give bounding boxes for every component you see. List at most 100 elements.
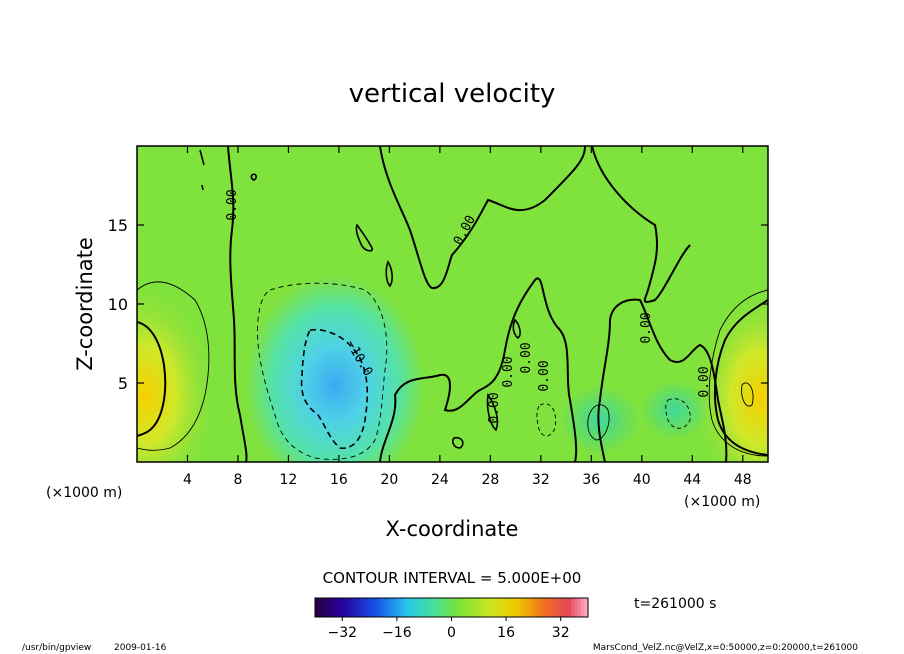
colorbar-swatch [359, 598, 364, 617]
colorbar-swatch [540, 598, 545, 617]
zero-contour-lower [379, 277, 578, 462]
x-axis-label: X-coordinate [386, 517, 519, 541]
colorbar-swatch [560, 598, 565, 617]
contour-label: 0.00 [501, 356, 516, 387]
contour-label: 0.00 [487, 392, 502, 423]
colorbar-swatch [564, 598, 568, 617]
colorbar-swatch [403, 598, 408, 617]
colorbar-tick-label: 16 [497, 625, 515, 641]
zero-contour-mid [379, 146, 586, 290]
zero-contour-right-edge [713, 299, 768, 456]
y-tick-label: 5 [118, 374, 128, 393]
zero-contour-upper-right [591, 146, 691, 303]
zero-contour-left [227, 146, 248, 462]
updraft-left-region [137, 285, 215, 462]
colorbar-swatch [332, 598, 336, 617]
zero-contour-left-edge [137, 321, 167, 437]
colorbar-ticks: −32 −16 0 16 32 [328, 617, 570, 641]
colorbar-swatch [407, 598, 411, 617]
contour-label: 0.00 [225, 189, 240, 220]
colorbar-swatch [349, 598, 353, 617]
x-axis-unit-right: (×1000 m) [684, 494, 760, 510]
weak-downdraft-region-2 [640, 380, 710, 440]
x-tick-label: 4 [183, 472, 192, 488]
colorbar-swatch [369, 598, 374, 617]
colorbar-swatch [458, 598, 463, 617]
x-axis-ticks: 4 8 12 16 20 24 28 32 36 40 44 48 [183, 146, 752, 488]
colorbar-swatch [444, 598, 449, 617]
x-tick-label: 16 [330, 472, 348, 488]
downdraft-region [245, 275, 425, 462]
colorbar-swatch [393, 598, 398, 617]
positive-contour-blob-1 [587, 404, 610, 441]
colorbar-swatch [325, 598, 330, 617]
colorbar-swatch [516, 598, 521, 617]
x-axis-unit-left: (×1000 m) [46, 485, 122, 501]
colorbar-swatch [437, 598, 442, 617]
colorbar-swatch [434, 598, 439, 617]
colorbar-swatch [485, 598, 490, 617]
colorbar-swatch [366, 598, 370, 617]
heatmap-field [137, 146, 768, 462]
colorbar-swatch [417, 598, 422, 617]
colorbar-swatch [383, 598, 388, 617]
x-tick-label: 28 [481, 472, 499, 488]
colorbar-swatch [581, 598, 585, 617]
colorbar-swatch [492, 598, 497, 617]
contour-interval-text: CONTOUR INTERVAL = 5.000E+00 [323, 569, 582, 587]
colorbar-swatch [519, 598, 524, 617]
colorbar-swatch [506, 598, 510, 617]
contour-label: 0.00 [697, 366, 712, 397]
colorbar-swatch [502, 598, 507, 617]
zero-contour-small-2 [385, 260, 393, 288]
x-tick-label: 8 [233, 472, 242, 488]
colorbar-swatch [499, 598, 504, 617]
colorbar-tick-label: 32 [552, 625, 570, 641]
colorbar-swatch [577, 598, 582, 617]
x-tick-label: 36 [582, 472, 600, 488]
colorbar-swatch [570, 598, 575, 617]
contour-label: 0.00 [537, 360, 552, 391]
colorbar-swatch [475, 598, 480, 617]
colorbar-swatch [345, 598, 350, 617]
colorbar-swatch [321, 598, 326, 617]
chart-title: vertical velocity [349, 79, 556, 109]
colorbar-swatch [373, 598, 377, 617]
zero-contour-small-1 [355, 223, 374, 252]
contour-label: 0.00 [519, 342, 534, 373]
colorbar-swatch [523, 598, 527, 617]
colorbar-swatch [376, 598, 381, 617]
contour-label: 0.00 [639, 312, 654, 343]
colorbar-tick-label: −32 [328, 625, 358, 641]
colorbar-swatch [536, 598, 541, 617]
colorbar-swatch [342, 598, 347, 617]
time-text: t=261000 s [634, 596, 716, 612]
zero-contour-small-3 [512, 318, 521, 340]
colorbar-tick-label: −16 [382, 625, 412, 641]
zero-contour-right [597, 298, 728, 462]
colorbar-swatch [509, 598, 514, 617]
y-axis-ticks: 5 10 15 [108, 216, 768, 393]
zero-contour-small-7 [486, 392, 499, 432]
contour-lines [137, 146, 768, 462]
colorbar-swatch [489, 598, 493, 617]
colorbar-swatch [420, 598, 425, 617]
colorbar-swatch [478, 598, 483, 617]
colorbar-swatch [526, 598, 531, 617]
colorbar-swatch [352, 598, 357, 617]
footer-program: /usr/bin/gpview [22, 643, 91, 653]
colorbar-swatch [533, 598, 538, 617]
colorbar-swatch [424, 598, 429, 617]
colorbar-swatch [461, 598, 466, 617]
colorbar-swatch [512, 598, 517, 617]
negative-contour-inner [300, 328, 369, 449]
colorbar-swatch [529, 598, 534, 617]
colorbar-swatch [468, 598, 473, 617]
x-tick-label: 40 [633, 472, 651, 488]
y-tick-label: 15 [108, 216, 128, 235]
colorbar-swatch [448, 598, 452, 617]
colorbar-swatch [557, 598, 562, 617]
colorbar-swatch [413, 598, 418, 617]
colorbar-swatch [543, 598, 548, 617]
